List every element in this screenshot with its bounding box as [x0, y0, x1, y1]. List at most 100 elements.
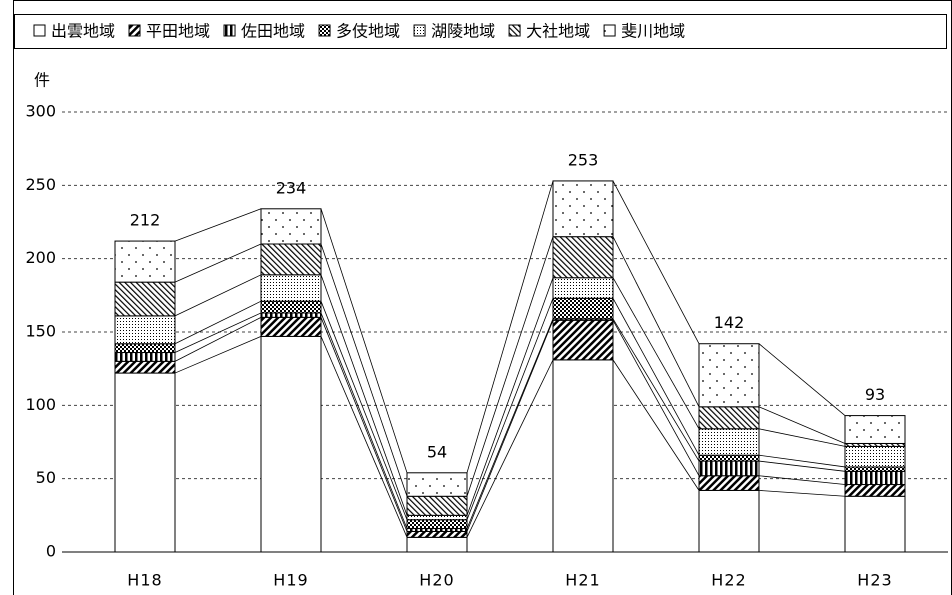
bar-segment — [552, 297, 614, 320]
legend-label: 大社地域 — [526, 22, 590, 41]
connector-line — [466, 298, 554, 520]
connector-line — [174, 316, 262, 362]
connector-line — [174, 312, 262, 353]
bar-segment — [260, 316, 322, 337]
x-tick-label: H22 — [711, 571, 746, 590]
legend-label: 佐田地域 — [241, 22, 305, 41]
legend-label: 湖陵地域 — [431, 22, 495, 41]
connector-line — [320, 317, 408, 532]
connector-line — [758, 454, 846, 468]
connector-line — [466, 236, 554, 497]
connector-line — [758, 428, 846, 447]
legend-label: 多伎地域 — [336, 22, 400, 41]
connector-line — [320, 301, 408, 520]
y-tick-label: 200 — [25, 248, 56, 267]
bar-segment — [844, 495, 906, 553]
bar-segment — [260, 335, 322, 553]
legend-swatch — [223, 24, 236, 37]
legend-box — [14, 14, 947, 49]
connector-line — [612, 180, 700, 344]
connector-line — [758, 406, 846, 444]
bar-segment — [698, 475, 760, 491]
connector-line — [758, 460, 846, 472]
connector-line — [612, 298, 700, 456]
bar-segment — [260, 243, 322, 276]
total-label: 142 — [714, 313, 745, 332]
legend-label: 出雲地域 — [51, 22, 115, 41]
bar-segment — [260, 274, 322, 302]
bar-segment — [114, 352, 176, 362]
bar-segment — [260, 312, 322, 318]
bar-segment — [844, 484, 906, 497]
connector-line — [758, 490, 846, 497]
total-label: 54 — [427, 442, 447, 461]
bar-segment — [406, 530, 468, 538]
bar-segment — [406, 514, 468, 521]
bar-segment — [844, 470, 906, 486]
bar-segment — [406, 536, 468, 553]
connector-line — [174, 274, 262, 317]
connector-line — [320, 336, 408, 538]
legend-swatch — [413, 24, 426, 37]
total-label: 93 — [865, 385, 885, 404]
legend-label: 平田地域 — [146, 22, 210, 41]
bar-segment — [698, 460, 760, 477]
bar-segment — [260, 300, 322, 314]
bar-segment — [844, 415, 906, 444]
bar-segment — [260, 208, 322, 245]
bar-segment — [698, 454, 760, 462]
x-tick-label: H18 — [127, 571, 162, 590]
legend-swatch — [508, 24, 521, 37]
x-tick-label: H20 — [419, 571, 454, 590]
connector-line — [758, 343, 846, 416]
bar-segment — [552, 277, 614, 299]
bar-segment — [552, 359, 614, 553]
connector-line — [612, 320, 700, 476]
y-tick-label: 150 — [25, 322, 56, 341]
y-tick-label: 50 — [36, 468, 56, 487]
connector-line — [612, 318, 700, 462]
connector-line — [320, 208, 408, 473]
y-tick-label: 100 — [25, 395, 56, 414]
total-label: 234 — [276, 178, 307, 197]
connector-line — [612, 277, 700, 429]
legend-swatch — [33, 24, 46, 37]
connector-line — [466, 180, 554, 473]
connector-line — [320, 274, 408, 516]
bar-segment — [406, 472, 468, 497]
connector-line — [466, 320, 554, 532]
bar-segment — [844, 445, 906, 468]
connector-line — [612, 236, 700, 407]
connector-line — [466, 318, 554, 529]
legend-swatch — [318, 24, 331, 37]
connector-line — [466, 277, 554, 516]
connector-line — [320, 312, 408, 529]
connector-line — [466, 359, 554, 538]
connector-line — [320, 243, 408, 497]
connector-line — [758, 475, 846, 485]
bar-segment — [114, 343, 176, 354]
legend-label: 斐川地域 — [621, 22, 685, 41]
x-tick-label: H23 — [857, 571, 892, 590]
total-label: 253 — [568, 150, 599, 169]
connector-line — [174, 208, 262, 242]
connector-line — [174, 300, 262, 345]
bar-segment — [406, 495, 468, 516]
x-tick-label: H21 — [565, 571, 600, 590]
x-tick-label: H19 — [273, 571, 308, 590]
bar-segment — [114, 281, 176, 317]
bar-segment — [114, 240, 176, 283]
bar-segment — [552, 319, 614, 361]
bar-segment — [698, 343, 760, 408]
y-tick-label: 0 — [46, 542, 56, 561]
bar-segment — [844, 466, 906, 472]
connector-line — [612, 359, 700, 491]
y-axis-label: 件 — [34, 71, 50, 90]
connector-line — [174, 243, 262, 283]
bar-segment — [114, 315, 176, 345]
bar-segment — [114, 372, 176, 553]
bar-segment — [406, 519, 468, 530]
bar-segment — [698, 406, 760, 430]
legend-swatch — [603, 24, 616, 37]
